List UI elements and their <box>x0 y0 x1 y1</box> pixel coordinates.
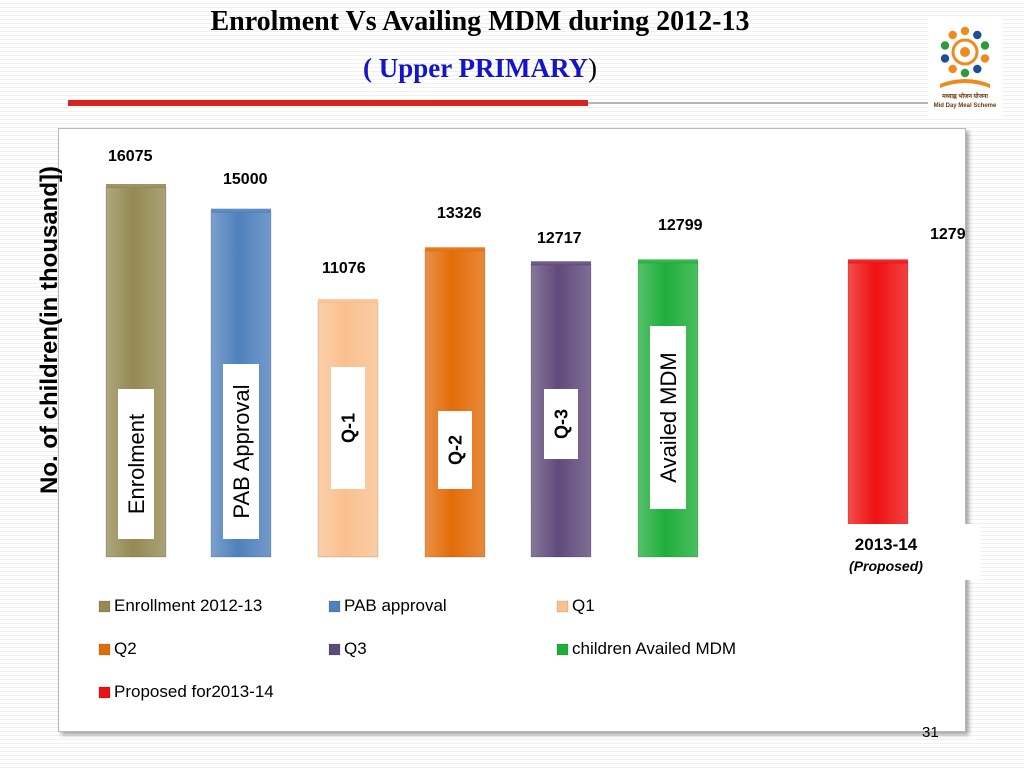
value-label: 16075 <box>108 148 153 165</box>
bar-inner-label: Q-1 <box>339 413 359 443</box>
bar-chart: 16075 Enrolment 15000 PAB Approval 11076 Q-1 1… <box>98 148 965 701</box>
bar-top-cap <box>531 261 591 266</box>
bar-label-box <box>118 389 154 539</box>
bar-top-cap <box>848 259 908 264</box>
logo-figure-icon <box>973 30 982 40</box>
title-rule-grey <box>588 102 928 104</box>
y-axis-title: No. of children(in thousand]) <box>36 166 63 494</box>
legend-swatch <box>556 600 569 613</box>
mdm-logo: मध्याह्न भोजन योजना Mid Day Meal Scheme <box>928 18 1002 118</box>
bar-label-box <box>438 411 472 489</box>
title-rule-red <box>68 100 588 106</box>
subtitle-paren: ) <box>588 53 598 83</box>
bar-inner-label: Q-3 <box>552 409 572 439</box>
legend-entry: Q2 <box>114 639 137 658</box>
value-label: 15000 <box>223 171 268 188</box>
bar-q2 <box>424 249 486 558</box>
bar-label-box <box>544 389 578 459</box>
bar-top-cap <box>425 247 485 252</box>
subtitle-text: ( Upper PRIMARY <box>362 53 589 83</box>
annotation-box <box>834 524 980 580</box>
bar-top-cap <box>211 208 271 213</box>
bar-proposed-for2013-14 <box>847 261 909 558</box>
legend-swatch <box>98 686 111 699</box>
bar-inner-label: Enrolment <box>124 414 149 514</box>
bar-inner-label: Availed MDM <box>656 352 681 482</box>
legend-entry: Q1 <box>572 596 595 615</box>
y-axis-title-svg: No. of children(in thousand]) <box>36 166 63 494</box>
annotation-year: 2013-14 <box>855 535 918 554</box>
logo-figure-icon <box>960 26 970 36</box>
legend-swatch <box>556 643 569 656</box>
logo-figure-icon <box>948 30 957 40</box>
legend-swatch <box>328 600 341 613</box>
bar-label-box <box>331 367 365 489</box>
legend-swatch <box>328 643 341 656</box>
legend-entry: Proposed for2013-14 <box>114 682 274 701</box>
logo-figure-icon <box>940 54 950 63</box>
logo-figure-icon <box>980 41 990 50</box>
slide-subtitle: ( Upper PRIMARY) <box>0 52 960 84</box>
bar-top-cap <box>106 184 166 188</box>
bar-label-box <box>650 326 686 509</box>
legend-entry: children Availed MDM <box>572 639 736 658</box>
logo-figure-icon <box>980 54 990 63</box>
logo-figure-icon <box>960 68 970 78</box>
annotation-proposed: (Proposed) <box>849 558 923 574</box>
legend-entry: PAB approval <box>344 596 447 615</box>
page-number: 31 <box>922 724 939 741</box>
value-label: 12799 <box>658 217 703 234</box>
slide-title: Enrolment Vs Availing MDM during 2012-13 <box>210 6 750 37</box>
value-label: 11076 <box>322 260 366 277</box>
logo-text-hindi: मध्याह्न भोजन योजना <box>942 94 988 100</box>
bar-top-cap <box>318 299 378 304</box>
bar-label-box <box>223 364 259 539</box>
logo-figure-icon <box>948 64 957 74</box>
value-label: 12717 <box>537 230 582 247</box>
value-label: 12799 <box>930 226 965 243</box>
logo-text-english: Mid Day Meal Scheme <box>933 103 997 109</box>
proposed-annotation: 2013-14 (Proposed) <box>834 524 980 580</box>
legend-entry: Enrollment 2012-13 <box>114 596 262 615</box>
mdm-logo-graphic <box>940 26 990 88</box>
bar-inner-label: Q-2 <box>446 435 466 465</box>
logo-figure-icon <box>940 41 950 50</box>
legend-swatch <box>98 600 111 613</box>
bar-top-cap <box>638 259 698 264</box>
bar-inner-label: PAB Approval <box>229 384 254 518</box>
legend-entry: Q3 <box>344 639 367 658</box>
value-label: 13326 <box>437 205 482 222</box>
logo-figure-icon <box>973 64 982 74</box>
chart-area: 16075 Enrolment 15000 PAB Approval 11076 Q-1 1… <box>58 128 966 732</box>
legend-swatch <box>98 643 111 656</box>
